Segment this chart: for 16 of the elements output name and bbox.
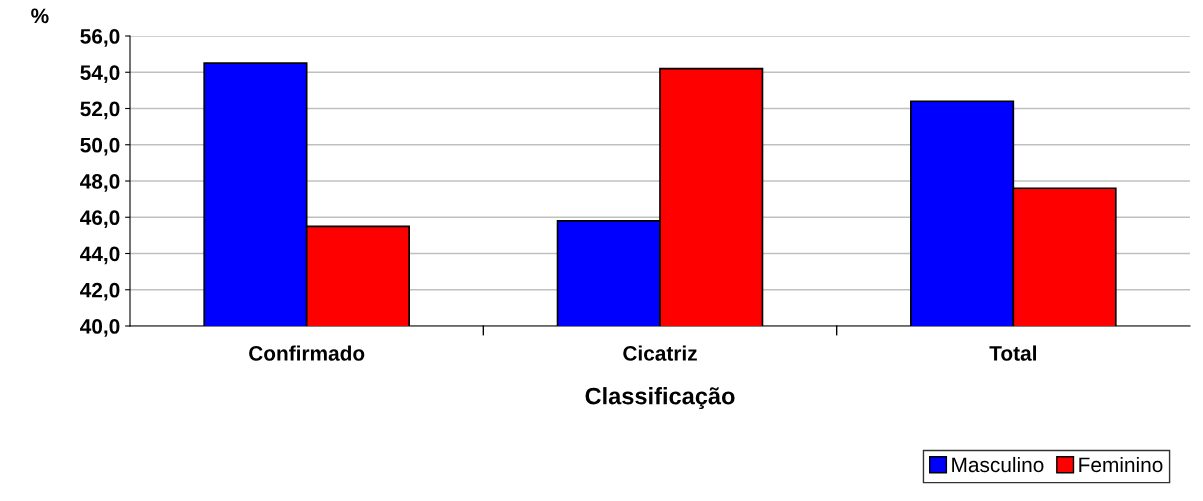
y-tick-label: 48,0 [80, 174, 120, 192]
y-tick-label: 42,0 [80, 282, 120, 301]
y-tick-label: 44,0 [80, 246, 120, 265]
y-axis-title: % [31, 8, 49, 24]
y-tick-label: 52,0 [80, 101, 120, 120]
y-tick-label: 56,0 [80, 29, 120, 47]
legend-label: Feminino [1079, 456, 1163, 473]
x-tick-label: Cicatriz [623, 345, 697, 361]
y-tick-label: 54,0 [80, 65, 120, 84]
x-tick-label: Confirmado [249, 345, 365, 361]
x-axis-title: Classificação [585, 387, 735, 410]
y-tick-label: 40,0 [80, 319, 120, 337]
legend-label: Masculino [952, 456, 1044, 473]
x-tick-label: Total [989, 345, 1036, 361]
y-tick-label: 50,0 [80, 137, 120, 156]
y-tick-label: 46,0 [80, 210, 120, 229]
